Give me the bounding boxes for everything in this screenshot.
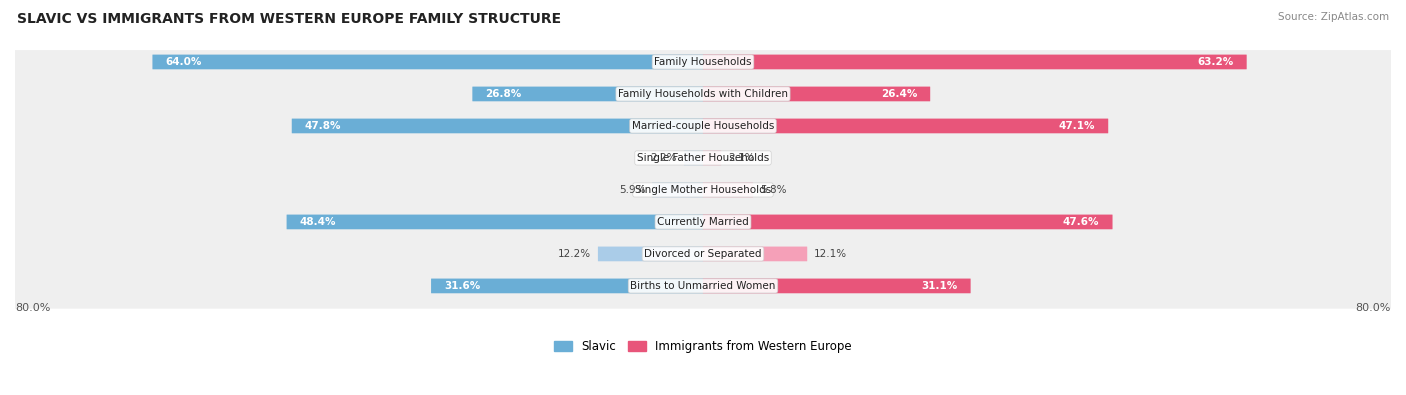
FancyBboxPatch shape bbox=[6, 146, 1400, 181]
Text: 47.8%: 47.8% bbox=[305, 121, 342, 131]
Text: 2.1%: 2.1% bbox=[728, 153, 755, 163]
FancyBboxPatch shape bbox=[6, 242, 1400, 276]
FancyBboxPatch shape bbox=[703, 182, 754, 197]
Text: 5.8%: 5.8% bbox=[759, 185, 786, 195]
Text: 2.2%: 2.2% bbox=[651, 153, 678, 163]
Text: 12.2%: 12.2% bbox=[558, 249, 591, 259]
Text: Single Father Households: Single Father Households bbox=[637, 153, 769, 163]
FancyBboxPatch shape bbox=[703, 87, 931, 101]
FancyBboxPatch shape bbox=[432, 278, 703, 293]
Text: 12.1%: 12.1% bbox=[814, 249, 846, 259]
FancyBboxPatch shape bbox=[652, 182, 703, 197]
Text: 48.4%: 48.4% bbox=[299, 217, 336, 227]
FancyBboxPatch shape bbox=[703, 214, 1112, 229]
Text: Divorced or Separated: Divorced or Separated bbox=[644, 249, 762, 259]
FancyBboxPatch shape bbox=[6, 210, 1400, 245]
FancyBboxPatch shape bbox=[6, 178, 1400, 213]
FancyBboxPatch shape bbox=[598, 246, 703, 261]
Text: 26.4%: 26.4% bbox=[880, 89, 917, 99]
Text: 5.9%: 5.9% bbox=[619, 185, 645, 195]
Text: 64.0%: 64.0% bbox=[166, 57, 202, 67]
Text: 63.2%: 63.2% bbox=[1198, 57, 1233, 67]
Text: 80.0%: 80.0% bbox=[15, 303, 51, 313]
Legend: Slavic, Immigrants from Western Europe: Slavic, Immigrants from Western Europe bbox=[550, 335, 856, 358]
Text: Married-couple Households: Married-couple Households bbox=[631, 121, 775, 131]
FancyBboxPatch shape bbox=[703, 55, 1247, 69]
FancyBboxPatch shape bbox=[6, 50, 1400, 85]
FancyBboxPatch shape bbox=[292, 118, 703, 133]
Text: Single Mother Households: Single Mother Households bbox=[636, 185, 770, 195]
Text: 80.0%: 80.0% bbox=[1355, 303, 1391, 313]
Text: 31.6%: 31.6% bbox=[444, 281, 481, 291]
FancyBboxPatch shape bbox=[6, 82, 1400, 117]
Text: SLAVIC VS IMMIGRANTS FROM WESTERN EUROPE FAMILY STRUCTURE: SLAVIC VS IMMIGRANTS FROM WESTERN EUROPE… bbox=[17, 12, 561, 26]
FancyBboxPatch shape bbox=[703, 278, 970, 293]
Text: 26.8%: 26.8% bbox=[485, 89, 522, 99]
FancyBboxPatch shape bbox=[152, 55, 703, 69]
FancyBboxPatch shape bbox=[703, 246, 807, 261]
Text: 47.6%: 47.6% bbox=[1063, 217, 1099, 227]
Text: 31.1%: 31.1% bbox=[921, 281, 957, 291]
Text: 47.1%: 47.1% bbox=[1059, 121, 1095, 131]
Text: Family Households: Family Households bbox=[654, 57, 752, 67]
Text: Family Households with Children: Family Households with Children bbox=[619, 89, 787, 99]
FancyBboxPatch shape bbox=[703, 118, 1108, 133]
FancyBboxPatch shape bbox=[472, 87, 703, 101]
FancyBboxPatch shape bbox=[683, 150, 703, 165]
FancyBboxPatch shape bbox=[703, 150, 721, 165]
FancyBboxPatch shape bbox=[6, 274, 1400, 308]
FancyBboxPatch shape bbox=[287, 214, 703, 229]
Text: Births to Unmarried Women: Births to Unmarried Women bbox=[630, 281, 776, 291]
FancyBboxPatch shape bbox=[6, 114, 1400, 149]
Text: Currently Married: Currently Married bbox=[657, 217, 749, 227]
Text: Source: ZipAtlas.com: Source: ZipAtlas.com bbox=[1278, 12, 1389, 22]
